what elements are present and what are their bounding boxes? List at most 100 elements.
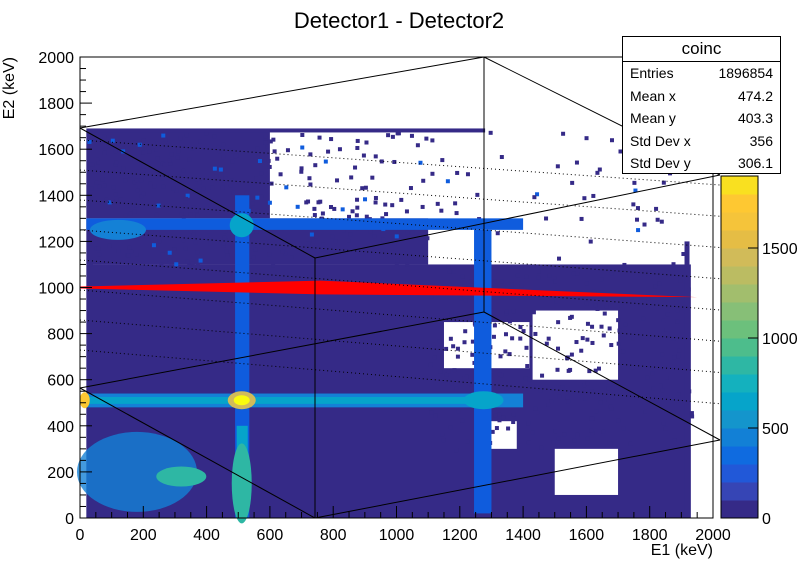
noise-bin [204, 131, 209, 136]
stats-row-entries: Entries 1896854 [623, 62, 780, 85]
noise-bin [596, 366, 601, 371]
noise-bin [395, 258, 400, 263]
noise-bin [463, 329, 468, 334]
noise-bin [228, 148, 233, 153]
noise-bin [244, 191, 249, 196]
noise-bin [223, 176, 228, 181]
noise-bin [623, 322, 628, 327]
palette-step [721, 338, 758, 357]
noise-bin [453, 201, 458, 206]
noise-bin [546, 402, 551, 407]
box-edge [79, 127, 316, 259]
noise-bin [160, 252, 165, 257]
noise-bin [335, 178, 340, 183]
noise-bin [308, 182, 313, 187]
box-edge [314, 439, 721, 519]
noise-bin [589, 416, 594, 421]
palette-step [721, 482, 758, 501]
hot-spot [79, 392, 90, 409]
noise-bin [373, 200, 378, 205]
noise-bin [114, 160, 119, 165]
noise-bin [262, 229, 267, 234]
noise-bin [312, 206, 317, 211]
noise-bin [521, 329, 526, 334]
noise-bin [110, 199, 115, 204]
stats-value: 306.1 [737, 155, 773, 171]
noise-bin [590, 324, 595, 329]
z-tick-label: 0 [762, 511, 771, 528]
y-tick-label: 800 [47, 327, 74, 344]
palette-step [721, 392, 758, 411]
noise-bin [340, 207, 345, 212]
noise-bin [676, 392, 681, 397]
noise-bin [231, 190, 236, 195]
noise-bin [349, 175, 354, 180]
noise-bin [575, 271, 580, 276]
band-511-horizontal-core [86, 396, 492, 404]
heatmap-layer [76, 128, 698, 524]
noise-bin [582, 196, 587, 201]
noise-bin [392, 241, 397, 246]
noise-bin [289, 255, 294, 260]
noise-bin [221, 241, 226, 246]
noise-bin [346, 238, 351, 243]
noise-bin [174, 188, 179, 193]
noise-bin [195, 250, 200, 255]
band-1275-horizontal [86, 218, 524, 230]
noise-bin [559, 294, 564, 299]
noise-bin [94, 246, 99, 251]
noise-bin [212, 166, 217, 171]
noise-bin [201, 186, 206, 191]
noise-bin [116, 248, 121, 253]
noise-bin [223, 172, 228, 177]
noise-bin [255, 195, 260, 200]
palette-frame [720, 175, 759, 519]
noise-bin [518, 325, 523, 330]
noise-bin [551, 440, 556, 445]
y-tick-label: 1600 [38, 142, 74, 159]
noise-bin [141, 138, 146, 143]
chart-title: Detector1 - Detector2 [294, 8, 504, 33]
noise-bin [150, 245, 155, 250]
hot-spot [231, 443, 252, 524]
noise-bin [604, 304, 609, 309]
noise-bin [96, 160, 101, 165]
noise-bin [168, 260, 173, 265]
noise-bin [565, 395, 570, 400]
noise-bin [424, 136, 429, 141]
noise-bin [552, 276, 557, 281]
noise-bin [609, 343, 614, 348]
noise-bin [553, 429, 558, 434]
noise-bin [659, 219, 664, 224]
noise-bin [172, 247, 177, 252]
x-tick-label: 400 [193, 527, 220, 544]
noise-bin [511, 420, 516, 425]
noise-bin [313, 163, 318, 168]
noise-bin [337, 147, 342, 152]
noise-bin [584, 281, 589, 286]
noise-bin [664, 327, 669, 332]
noise-bin [285, 148, 290, 153]
noise-bin [320, 251, 325, 256]
noise-bin [601, 429, 606, 434]
noise-bin [587, 369, 592, 374]
noise-bin [497, 372, 502, 377]
noise-bin [280, 249, 285, 254]
noise-bin [167, 250, 172, 255]
noise-bin [536, 275, 541, 280]
noise-bin [154, 212, 159, 217]
noise-bin [642, 299, 647, 304]
noise-bin [571, 271, 576, 276]
noise-bin [462, 340, 467, 345]
noise-bin [153, 201, 158, 206]
x-tick-label: 200 [130, 527, 157, 544]
noise-bin [363, 197, 368, 202]
stats-label: Mean x [630, 87, 676, 104]
y-tick-label: 1000 [38, 281, 74, 298]
noise-bin [127, 203, 132, 208]
noise-bin [373, 154, 378, 159]
noise-bin [602, 398, 607, 403]
noise-bin [121, 166, 126, 171]
noise-bin [437, 339, 442, 344]
palette-step [721, 446, 758, 465]
